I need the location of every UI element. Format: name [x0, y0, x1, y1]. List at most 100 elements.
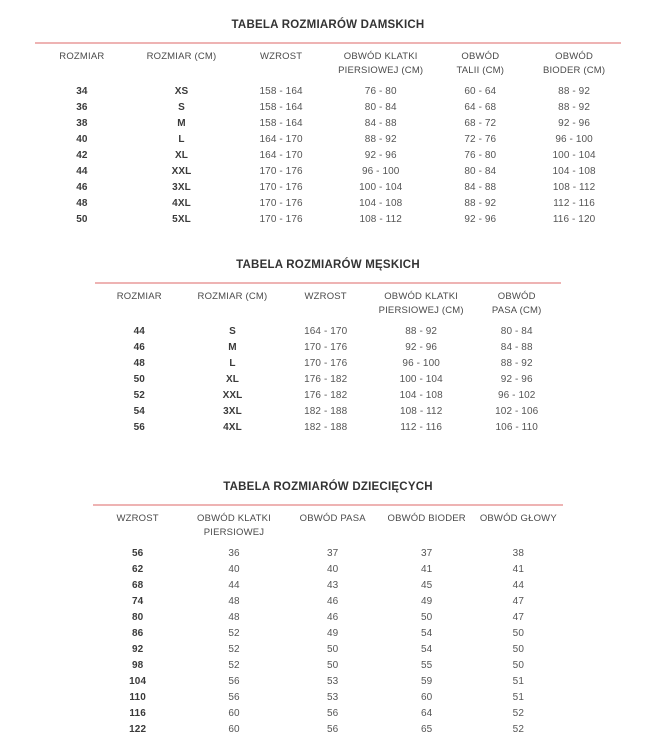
cell-height: 170 - 176 — [259, 214, 303, 225]
cell-height: 122 — [129, 724, 147, 735]
cell-waist: 88 - 92 — [500, 358, 533, 369]
cell-hips: 45 — [421, 580, 433, 591]
cell-height: 80 — [131, 612, 144, 623]
cell-size: 52 — [133, 390, 145, 401]
cell-chest: 60 — [228, 708, 240, 719]
cell-chest: 92 - 96 — [364, 150, 397, 161]
cell-waist: 53 — [327, 676, 339, 687]
cell-height: 170 - 176 — [304, 358, 348, 369]
table-row: 104 56 53 59 51 — [93, 674, 563, 690]
column-header: ROZMIAR (CM) — [146, 51, 217, 62]
column-header: OBWÓD BIODER — [387, 513, 466, 524]
table-body: 34 XS 158 - 164 76 - 80 60 - 64 88 - 92 … — [35, 84, 621, 228]
cell-head: 50 — [512, 660, 524, 671]
cell-hips: 88 - 92 — [558, 102, 591, 113]
cell-height: 62 — [131, 564, 144, 575]
table-row: 92 52 50 54 50 — [93, 642, 563, 658]
cell-size: 50 — [133, 374, 145, 385]
column-header: ROZMIAR (CM) — [197, 291, 268, 302]
table-row: 74 48 46 49 47 — [93, 594, 563, 610]
cell-size-letter: 5XL — [172, 214, 191, 225]
cell-chest: 40 — [228, 564, 240, 575]
cell-hips: 104 - 108 — [552, 166, 596, 177]
cell-head: 41 — [512, 564, 524, 575]
table-grid-men: ROZMIAR ROZMIAR (CM) WZROST OBWÓD KLATKI… — [95, 284, 561, 436]
column-header: WZROST — [116, 513, 159, 524]
cell-height: 56 — [131, 548, 144, 559]
table-title-men: TABELA ROZMIARÓW MĘSKICH — [236, 259, 420, 271]
cell-chest: 108 - 112 — [399, 406, 443, 417]
cell-height: 110 — [129, 692, 146, 703]
cell-height: 170 - 176 — [259, 166, 303, 177]
cell-size-letter: 4XL — [172, 198, 191, 209]
column-header: ROZMIAR — [116, 291, 162, 302]
cell-size: 34 — [76, 86, 88, 97]
table-row: 50 XL 176 - 182 100 - 104 92 - 96 — [95, 372, 561, 388]
cell-height: 104 — [129, 676, 147, 687]
cell-size-letter: L — [178, 134, 185, 145]
cell-size-letter: M — [228, 342, 237, 353]
cell-waist: 96 - 102 — [497, 390, 536, 401]
table-row: 56 4XL 182 - 188 112 - 116 106 - 110 — [95, 420, 561, 436]
cell-chest: 44 — [228, 580, 240, 591]
title-divider-men — [95, 282, 561, 284]
table-row: 50 5XL 170 - 176 108 - 112 92 - 96 116 -… — [35, 212, 621, 228]
cell-chest: 60 — [228, 724, 240, 735]
cell-height: 182 - 188 — [304, 406, 348, 417]
cell-height: 176 - 182 — [304, 390, 348, 401]
column-header: WZROST — [304, 291, 347, 302]
cell-waist: 84 - 88 — [500, 342, 533, 353]
cell-height: 176 - 182 — [304, 374, 348, 385]
cell-size-letter: L — [229, 358, 236, 369]
cell-waist: 49 — [327, 628, 339, 639]
cell-chest: 112 - 116 — [400, 422, 443, 433]
cell-size-letter: XXL — [171, 166, 192, 177]
cell-waist: 80 - 84 — [464, 166, 497, 177]
cell-waist: 102 - 106 — [495, 406, 539, 417]
column-header: OBWÓD GŁOWY — [479, 513, 557, 524]
cell-waist: 40 — [327, 564, 339, 575]
cell-hips: 54 — [421, 628, 433, 639]
cell-chest: 104 - 108 — [399, 390, 443, 401]
table-header-row: WZROST OBWÓD KLATKI PIERSIOWEJ OBWÓD PAS… — [93, 506, 563, 546]
table-grid-kids: WZROST OBWÓD KLATKI PIERSIOWEJ OBWÓD PAS… — [93, 506, 563, 738]
column-header: OBWÓD PASA — [299, 513, 366, 524]
cell-hips: 54 — [421, 644, 433, 655]
cell-size: 48 — [76, 198, 88, 209]
cell-size: 44 — [76, 166, 88, 177]
table-row: 52 XXL 176 - 182 104 - 108 96 - 102 — [95, 388, 561, 404]
cell-size: 56 — [133, 422, 145, 433]
cell-hips: 116 - 120 — [552, 214, 596, 225]
title-divider-women — [35, 42, 621, 44]
column-header: OBWÓD KLATKI PIERSIOWEJ (CM) — [338, 51, 424, 76]
cell-size-letter: S — [178, 102, 185, 113]
cell-size-letter: 3XL — [223, 406, 242, 417]
cell-height: 116 — [129, 708, 146, 719]
cell-chest: 104 - 108 — [359, 198, 403, 209]
column-header: OBWÓD KLATKI PIERSIOWEJ (CM) — [378, 291, 464, 316]
column-header: WZROST — [259, 51, 303, 62]
cell-height: 92 — [131, 644, 144, 655]
cell-waist: 84 - 88 — [464, 182, 497, 193]
cell-chest: 76 - 80 — [364, 86, 397, 97]
cell-height: 164 - 170 — [259, 150, 303, 161]
cell-waist: 92 - 96 — [500, 374, 533, 385]
table-row: 40 L 164 - 170 88 - 92 72 - 76 96 - 100 — [35, 132, 621, 148]
cell-waist: 43 — [327, 580, 339, 591]
cell-chest: 92 - 96 — [405, 342, 438, 353]
table-header-row: ROZMIAR ROZMIAR (CM) WZROST OBWÓD KLATKI… — [35, 44, 621, 84]
cell-height: 74 — [131, 596, 144, 607]
cell-hips: 65 — [421, 724, 433, 735]
cell-hips: 41 — [421, 564, 433, 575]
table-row: 46 3XL 170 - 176 100 - 104 84 - 88 108 -… — [35, 180, 621, 196]
table-row: 38 M 158 - 164 84 - 88 68 - 72 92 - 96 — [35, 116, 621, 132]
cell-size: 46 — [76, 182, 88, 193]
cell-head: 51 — [512, 676, 524, 687]
cell-chest: 56 — [228, 676, 240, 687]
cell-hips: 96 - 100 — [555, 134, 593, 145]
cell-hips: 37 — [421, 548, 433, 559]
cell-hips: 50 — [421, 612, 433, 623]
cell-waist: 56 — [327, 708, 339, 719]
cell-height: 164 - 170 — [259, 134, 303, 145]
cell-height: 68 — [131, 580, 144, 591]
